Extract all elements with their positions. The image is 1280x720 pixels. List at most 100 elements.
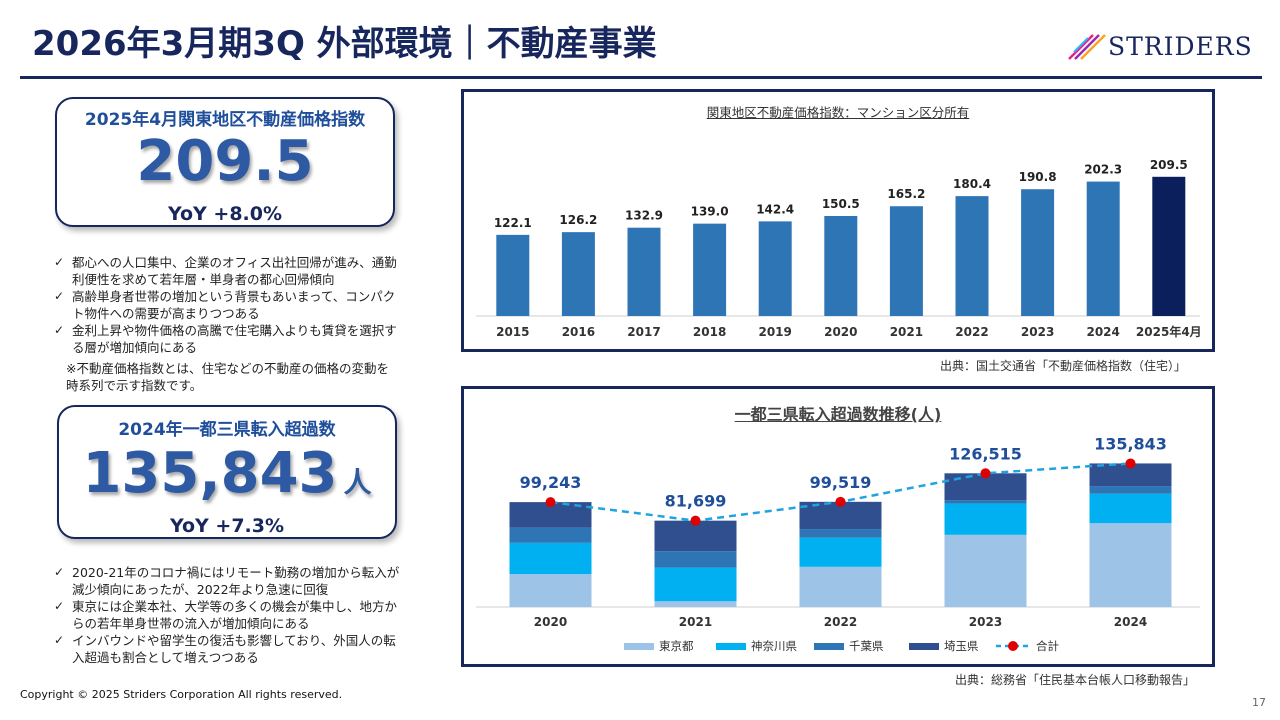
bullet-text: 都心への人口集中、企業のオフィス出社回帰が進み、通勤利便性を求めて若年層・単身者… xyxy=(72,255,397,287)
legend-label: 東京都 xyxy=(659,639,694,653)
legend-label: 千葉県 xyxy=(849,639,884,653)
x-tick-label: 2018 xyxy=(693,325,726,339)
price-chart-svg: 122.1 2015 126.2 2016 132.9 2017 139.0 2018 142.… xyxy=(476,158,1202,339)
logo-mark-icon xyxy=(1068,34,1106,60)
x-tick-label: 2024 xyxy=(1086,325,1119,339)
bar-value-label: 180.4 xyxy=(953,177,991,191)
total-point xyxy=(690,515,701,526)
bar-value-label: 165.2 xyxy=(887,187,925,201)
price-chart-title: 関東地区不動産価格指数：マンション区分所有 xyxy=(706,105,970,120)
total-point xyxy=(545,497,556,508)
bullet-text: 2020-21年のコロナ禍にはリモート勤務の増加から転入が減少傾向にあったが、2… xyxy=(72,565,400,597)
bar-2020 xyxy=(824,216,858,316)
legend-label: 埼玉県 xyxy=(944,639,979,653)
bar-segment-東京都 xyxy=(654,601,737,607)
kpi-price-index-box: 2025年4月関東地区不動産価格指数 209.5 YoY +8.0% xyxy=(55,97,395,227)
check-icon: ✓ xyxy=(54,565,65,579)
kpi-price-index-label: 2025年4月関東地区不動産価格指数 xyxy=(84,110,366,130)
bar-segment-神奈川県 xyxy=(944,503,1027,535)
bar-value-label: 132.9 xyxy=(625,209,663,223)
price-index-chart: 関東地区不動産価格指数：マンション区分所有 122.1 2015 126.2 2016… xyxy=(461,89,1215,352)
bar-value-label: 190.8 xyxy=(1019,170,1057,184)
bullet-text: インバウンドや留学生の復活も影響しており、外国人の転入超過も割合として増えつつあ… xyxy=(72,633,396,665)
bar-2018 xyxy=(693,223,727,316)
price-index-note: ※不動産価格指数とは、住宅などの不動産の価格の変動を時系列で示す指数です。 xyxy=(66,361,389,393)
bar-segment-千葉県 xyxy=(944,500,1027,504)
legend-swatch-埼玉県 xyxy=(909,643,939,650)
total-value-label: 81,699 xyxy=(665,492,727,511)
migration-bullet-list: ✓ 2020-21年のコロナ禍にはリモート勤務の増加から転入が減少傾向にあったが、… xyxy=(52,564,408,666)
bar-segment-千葉県 xyxy=(1089,486,1172,494)
x-tick-label: 2016 xyxy=(562,325,595,339)
bar-segment-神奈川県 xyxy=(799,537,882,567)
x-tick-label: 2019 xyxy=(758,325,791,339)
bullet-text: 高齢単身者世帯の増加という背景もあいまって、コンパクト物件への需要が高まりつつあ… xyxy=(72,289,396,321)
x-tick-label: 2021 xyxy=(679,615,712,629)
total-value-label: 99,243 xyxy=(520,473,582,492)
bar-value-label: 202.3 xyxy=(1084,163,1122,177)
page-number: 17 xyxy=(1252,696,1266,709)
x-tick-label: 2015 xyxy=(496,325,529,339)
x-tick-label: 2023 xyxy=(1021,325,1054,339)
bar-2025年4月 xyxy=(1152,176,1186,316)
bar-2022 xyxy=(955,196,989,316)
check-icon: ✓ xyxy=(54,255,65,269)
bar-segment-千葉県 xyxy=(509,527,592,543)
legend-total-marker xyxy=(1008,641,1018,651)
total-point xyxy=(835,496,846,507)
check-icon: ✓ xyxy=(54,323,65,337)
bar-segment-千葉県 xyxy=(799,529,882,538)
bar-2019 xyxy=(758,221,792,316)
migration-chart-source: 出典：総務省「住民基本台帳人口移動報告」 xyxy=(955,673,1196,687)
total-point xyxy=(980,468,991,479)
bar-segment-神奈川県 xyxy=(654,567,737,602)
x-tick-label: 2024 xyxy=(1114,615,1147,629)
x-tick-label: 2025年4月 xyxy=(1136,324,1202,339)
bar-segment-東京都 xyxy=(509,574,592,607)
title-divider xyxy=(20,76,1262,79)
bar-2017 xyxy=(627,227,661,316)
list-item: ✓ 東京には企業本社、大学等の多くの機会が集中し、地方からの若年単身世帯の流入が増… xyxy=(52,598,408,632)
check-icon: ✓ xyxy=(54,599,65,613)
legend-label: 神奈川県 xyxy=(751,639,797,653)
list-item: ✓ 2020-21年のコロナ禍にはリモート勤務の増加から転入が減少傾向にあったが、… xyxy=(52,564,408,598)
price-chart-source: 出典：国土交通省「不動産価格指数（住宅）」 xyxy=(940,359,1187,373)
migration-chart-title: 一都三県転入超過数推移(人) xyxy=(734,405,942,424)
bar-2016 xyxy=(561,232,595,316)
x-tick-label: 2022 xyxy=(955,325,988,339)
copyright: Copyright © 2025 Striders Corporation Al… xyxy=(20,688,343,701)
x-tick-label: 2022 xyxy=(824,615,857,629)
list-item: ✓ 高齢単身者世帯の増加という背景もあいまって、コンパクト物件への需要が高まりつつ… xyxy=(52,288,400,322)
x-tick-label: 2020 xyxy=(534,615,567,629)
kpi-migration-box: 2024年一都三県転入超過数 135,843 人 YoY +7.3% xyxy=(57,405,397,539)
bar-value-label: 150.5 xyxy=(822,197,860,211)
bar-2024 xyxy=(1086,181,1120,316)
bar-segment-千葉県 xyxy=(654,551,737,568)
bar-value-label: 209.5 xyxy=(1150,158,1188,172)
bar-segment-埼玉県 xyxy=(654,520,737,552)
bar-segment-埼玉県 xyxy=(1089,463,1172,487)
kpi-migration-value-row: 135,843 人 xyxy=(59,441,395,506)
list-item: ✓ 都心への人口集中、企業のオフィス出社回帰が進み、通勤利便性を求めて若年層・単身… xyxy=(52,254,400,288)
kpi-migration-value: 135,843 xyxy=(82,441,338,506)
bar-value-label: 142.4 xyxy=(756,202,794,216)
bullet-text: 金利上昇や物件価格の高騰で住宅購入よりも賃貸を選択する層が増加傾向にある xyxy=(72,323,397,355)
bar-segment-神奈川県 xyxy=(1089,493,1172,524)
legend-swatch-千葉県 xyxy=(814,643,844,650)
kpi-price-index-yoy: YoY +8.0% xyxy=(167,203,283,225)
list-item: ✓ 金利上昇や物件価格の高騰で住宅購入よりも賃貸を選択する層が増加傾向にある xyxy=(52,322,400,356)
x-tick-label: 2017 xyxy=(627,325,660,339)
bar-2015 xyxy=(496,234,530,316)
total-value-label: 99,519 xyxy=(810,473,872,492)
kpi-migration-label: 2024年一都三県転入超過数 xyxy=(118,420,336,440)
price-bullet-list: ✓ 都心への人口集中、企業のオフィス出社回帰が進み、通勤利便性を求めて若年層・単身… xyxy=(52,254,400,356)
total-value-label: 126,515 xyxy=(949,444,1022,463)
legend-label: 合計 xyxy=(1036,639,1059,653)
migration-chart: 一都三県転入超過数推移(人) 2020 2021 2022 2023 2024 99,24… xyxy=(461,386,1215,667)
x-tick-label: 2020 xyxy=(824,325,857,339)
bar-value-label: 126.2 xyxy=(559,213,597,227)
bar-segment-東京都 xyxy=(799,566,882,607)
kpi-migration-unit: 人 xyxy=(343,466,372,499)
total-point xyxy=(1125,458,1136,469)
kpi-price-index-value: 209.5 xyxy=(136,129,314,194)
